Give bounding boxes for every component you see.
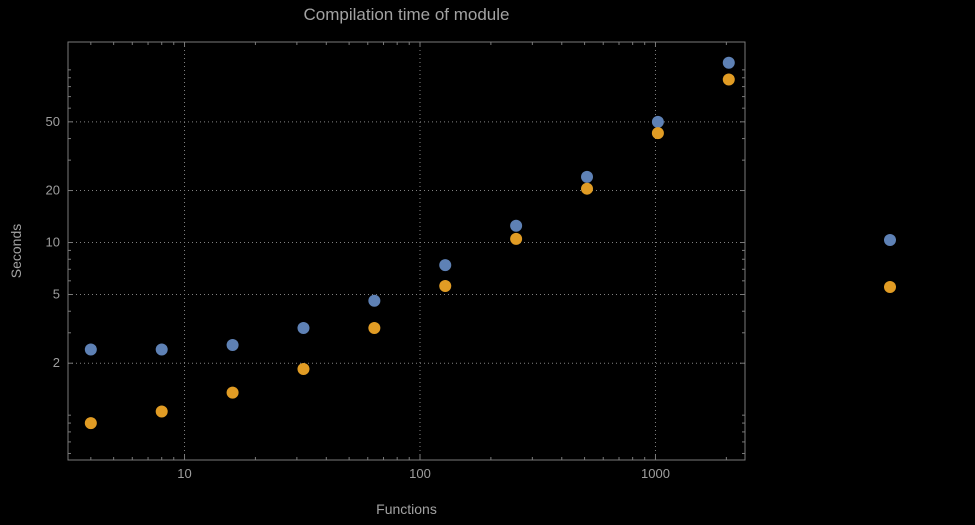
- data-point-series-1: [84, 343, 97, 356]
- data-point-series-2: [84, 417, 97, 430]
- data-point-series-2: [155, 405, 168, 418]
- x-tick-label: 10: [177, 466, 191, 481]
- plot-frame: [67, 41, 746, 461]
- data-point-series-1: [722, 56, 735, 69]
- chart-title: Compilation time of module: [303, 5, 510, 24]
- data-point-series-2: [722, 73, 735, 86]
- data-point-series-2: [581, 182, 594, 195]
- x-tick-label: 1000: [641, 466, 670, 481]
- legend-marker-1: [884, 234, 896, 246]
- data-point-series-2: [510, 232, 523, 245]
- legend-marker-2: [884, 281, 896, 293]
- y-axis-label: Seconds: [8, 223, 24, 279]
- data-point-series-1: [651, 115, 664, 128]
- data-point-series-1: [581, 170, 594, 183]
- y-tick-label: 5: [53, 286, 60, 301]
- data-point-series-2: [226, 386, 239, 399]
- x-tick-label: 100: [409, 466, 431, 481]
- data-point-series-2: [651, 127, 664, 140]
- data-point-series-2: [297, 363, 310, 376]
- x-axis-label: Functions: [376, 501, 437, 517]
- data-point-series-1: [368, 294, 381, 307]
- data-point-series-1: [226, 338, 239, 351]
- y-tick-label: 2: [53, 355, 60, 370]
- data-point-series-1: [439, 259, 452, 272]
- data-point-series-1: [297, 321, 310, 334]
- data-point-series-1: [510, 219, 523, 232]
- data-point-series-2: [439, 279, 452, 292]
- y-tick-label: 50: [46, 114, 60, 129]
- data-point-series-2: [368, 321, 381, 334]
- y-tick-label: 20: [46, 183, 60, 198]
- data-point-series-1: [155, 343, 168, 356]
- y-tick-label: 10: [46, 235, 60, 250]
